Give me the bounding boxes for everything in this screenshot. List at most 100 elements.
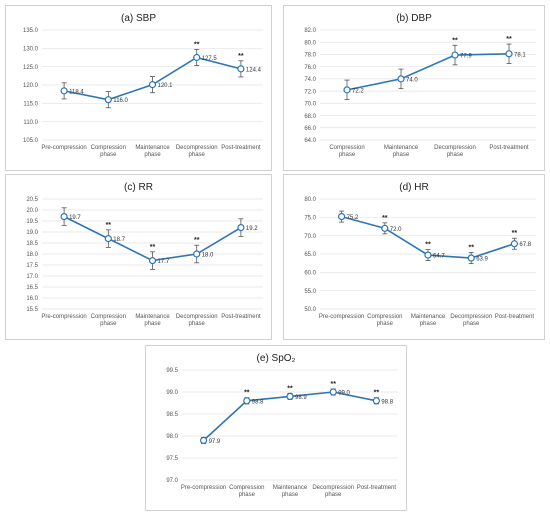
chart-title: (d) HR [399, 182, 429, 193]
y-tick-label: 115.0 [23, 102, 38, 108]
chart-panel-rr: (c) RR 15.5 16.0 16.5 17.0 17.5 18.0 18.5 19.0 1… [5, 174, 272, 340]
y-tick-label: 70.0 [304, 234, 316, 240]
x-tick-label: Compression phase [91, 314, 126, 327]
y-tick-label: 82.0 [304, 28, 316, 34]
y-tick-label: 17.0 [26, 274, 38, 280]
x-tick-label: Pre-compression [41, 145, 86, 151]
chart-title: (c) RR [124, 182, 153, 193]
y-tick-label: 78.0 [304, 53, 316, 59]
y-tick-label: 18.5 [26, 241, 38, 247]
x-tick-label: Maintenance phase [384, 145, 419, 158]
data-point [199, 436, 208, 445]
chart-svg: 15.5 16.0 16.5 17.0 17.5 18.0 18.5 19.0 19.5 20.0… [26, 197, 263, 327]
y-tick-label: 66.0 [304, 126, 316, 132]
y-tick-label: 97.5 [166, 456, 178, 462]
y-tick-label: 99.0 [166, 390, 178, 396]
y-tick-label: 80.0 [304, 197, 316, 203]
y-tick-label: 76.0 [304, 65, 316, 71]
y-tick-label: 55.0 [304, 289, 316, 295]
chart-title: (a) SBP [120, 13, 156, 24]
significance-mark: ** [382, 215, 388, 222]
data-point [104, 96, 112, 104]
significance-mark: ** [330, 381, 336, 388]
data-label: 124.4 [246, 67, 262, 73]
data-label: 19.7 [69, 215, 81, 221]
y-tick-label: 75.0 [304, 216, 316, 222]
y-tick-label: 72.0 [304, 89, 316, 95]
data-point [381, 224, 389, 232]
x-tick-label: Post-treatment [221, 314, 261, 320]
data-point [104, 234, 112, 243]
data-point [343, 86, 351, 94]
x-tick-label: Post-treatment [357, 485, 397, 491]
data-label: 77.9 [460, 54, 472, 60]
data-label: 74.0 [406, 77, 418, 83]
data-label: 98.8 [381, 399, 393, 405]
significance-mark: ** [512, 230, 518, 237]
data-point [337, 212, 346, 221]
data-label: 17.7 [158, 259, 170, 265]
chart-panel-dbp: (b) DBP 64.0 66.0 68.0 70.0 72.0 74.0 76.0 78.0… [283, 5, 545, 171]
y-tick-label: 97.0 [166, 478, 178, 484]
data-point [372, 397, 380, 405]
chart-svg: 50.0 55.0 60.0 65.0 70.0 75.0 80.0 Pre-compress… [304, 197, 536, 327]
x-tick-label: Post-treatment [221, 145, 261, 151]
data-point [510, 240, 518, 248]
x-tick-label: Compression phase [229, 485, 264, 498]
data-label: 118.4 [69, 89, 84, 95]
data-point [148, 256, 157, 265]
x-tick-label: Compression phase [367, 314, 402, 327]
chart-title: (b) DBP [396, 13, 432, 24]
y-tick-label: 60.0 [304, 271, 316, 277]
data-point [237, 223, 245, 232]
x-tick-label: Compression phase [329, 145, 364, 158]
y-tick-label: 20.0 [26, 208, 38, 214]
data-point [193, 250, 201, 258]
y-tick-label: 65.0 [304, 252, 316, 258]
significance-mark: ** [287, 385, 293, 392]
chart-svg: 64.0 66.0 68.0 70.0 72.0 74.0 76.0 78.0 80.0 82.0… [304, 28, 536, 158]
y-tick-label: 68.0 [304, 114, 316, 120]
data-point [243, 397, 251, 405]
data-label: 78.1 [514, 52, 526, 58]
x-tick-label: Maintenance phase [273, 485, 308, 498]
x-tick-label: Compression phase [91, 145, 126, 158]
y-tick-label: 98.5 [166, 412, 178, 418]
significance-mark: ** [106, 222, 112, 229]
significance-mark: ** [506, 36, 512, 43]
y-tick-label: 120.0 [23, 83, 39, 89]
x-tick-label: Post-treatment [489, 145, 529, 151]
data-point [60, 87, 68, 95]
data-label: 98.9 [295, 395, 307, 401]
chart-panel-hr: (d) HR 50.0 55.0 60.0 65.0 70.0 75.0 80.0 Pre-c… [283, 174, 545, 340]
data-point [237, 65, 245, 73]
significance-mark: ** [194, 237, 200, 244]
y-tick-label: 17.5 [26, 263, 38, 269]
chart-panel-sbp: (a) SBP 105.0 110.0 115.0 120.0 125.0 130.0 13… [5, 5, 272, 171]
y-tick-label: 130.0 [23, 47, 39, 53]
chart-title: (e) SpO₂ [256, 353, 296, 364]
data-point [193, 53, 201, 62]
y-tick-label: 19.5 [26, 219, 38, 225]
x-tick-label: Decompression phase [176, 145, 218, 158]
x-tick-label: Maintenance phase [135, 314, 170, 327]
significance-mark: ** [150, 244, 156, 251]
y-tick-label: 74.0 [304, 77, 316, 83]
data-label: 120.1 [158, 83, 174, 89]
data-point [329, 388, 337, 396]
y-tick-label: 99.5 [166, 368, 178, 374]
data-label: 63.9 [476, 257, 488, 263]
data-point [505, 50, 513, 58]
y-tick-label: 18.0 [26, 252, 38, 258]
data-label: 67.8 [519, 242, 531, 248]
series-line [346, 53, 510, 91]
y-tick-label: 19.0 [26, 230, 38, 236]
data-label: 98.8 [252, 399, 264, 405]
y-tick-label: 98.0 [166, 434, 178, 440]
x-tick-label: Pre-compression [181, 485, 226, 491]
x-tick-label: Decompression phase [450, 314, 492, 327]
y-tick-label: 105.0 [23, 138, 39, 144]
chart-svg: 97.0 97.5 98.0 98.5 99.0 99.5 Pre-compression C… [166, 368, 398, 498]
x-tick-label: Maintenance phase [411, 314, 446, 327]
x-tick-label: Maintenance phase [135, 145, 170, 158]
